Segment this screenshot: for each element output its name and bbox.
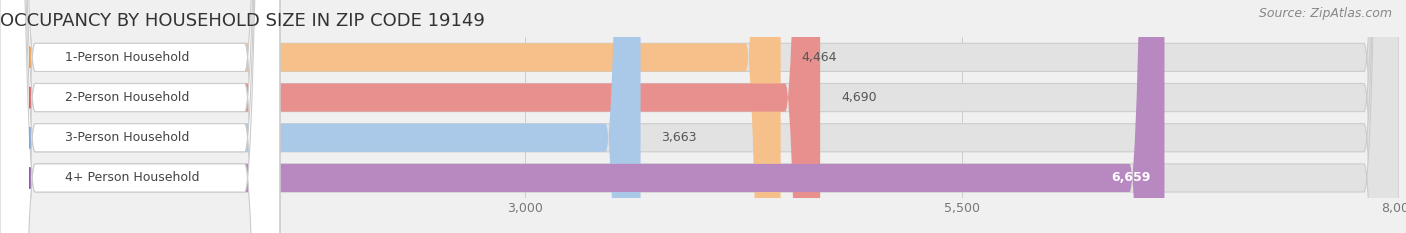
Text: 4,464: 4,464	[801, 51, 837, 64]
Text: 1-Person Household: 1-Person Household	[65, 51, 188, 64]
FancyBboxPatch shape	[0, 0, 280, 233]
FancyBboxPatch shape	[0, 0, 1164, 233]
Text: 6,659: 6,659	[1111, 171, 1150, 185]
Text: 3,663: 3,663	[662, 131, 697, 144]
FancyBboxPatch shape	[0, 0, 280, 233]
Text: OCCUPANCY BY HOUSEHOLD SIZE IN ZIP CODE 19149: OCCUPANCY BY HOUSEHOLD SIZE IN ZIP CODE …	[0, 12, 485, 30]
Text: Source: ZipAtlas.com: Source: ZipAtlas.com	[1258, 7, 1392, 20]
Text: 2-Person Household: 2-Person Household	[65, 91, 188, 104]
FancyBboxPatch shape	[0, 0, 641, 233]
Text: 4,690: 4,690	[841, 91, 877, 104]
FancyBboxPatch shape	[0, 0, 280, 233]
FancyBboxPatch shape	[0, 0, 780, 233]
FancyBboxPatch shape	[0, 0, 280, 233]
Text: 4+ Person Household: 4+ Person Household	[65, 171, 200, 185]
FancyBboxPatch shape	[0, 0, 820, 233]
Text: 3-Person Household: 3-Person Household	[65, 131, 188, 144]
